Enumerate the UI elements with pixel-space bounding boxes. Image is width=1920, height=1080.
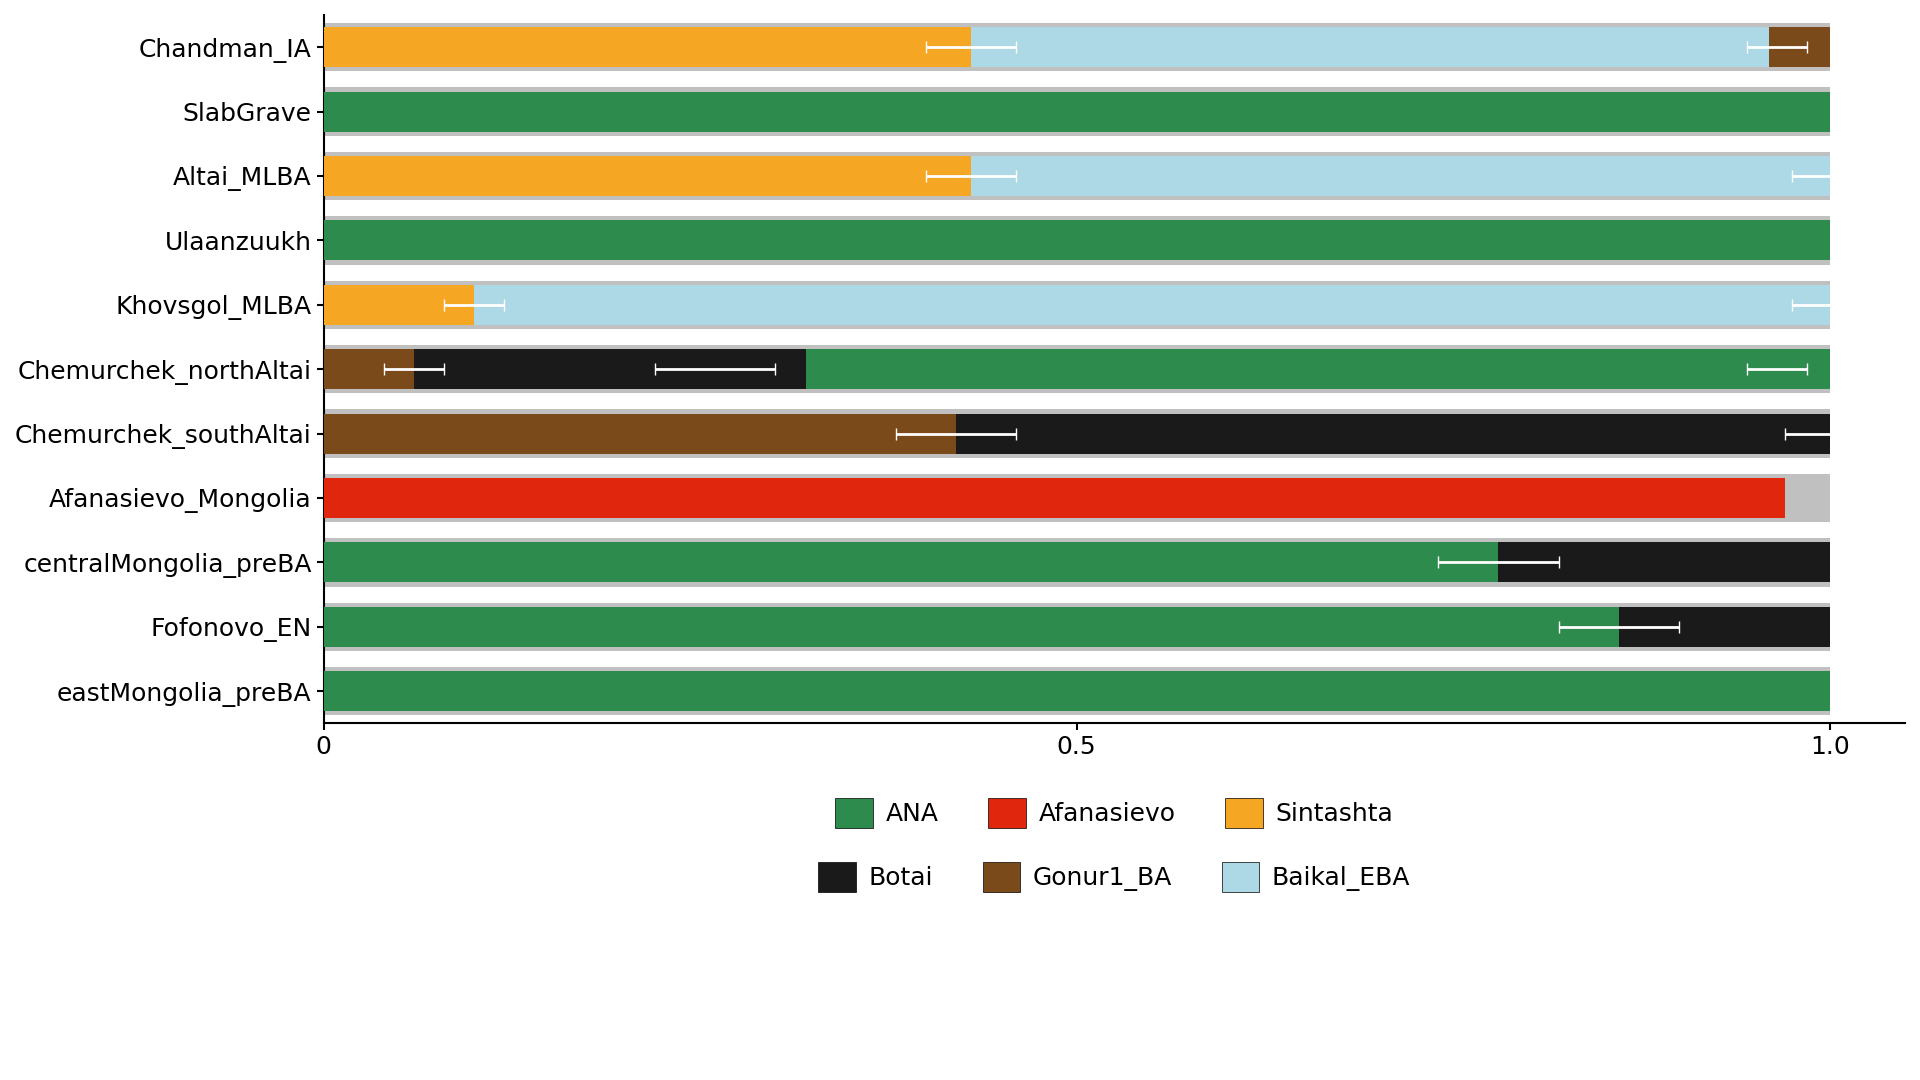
Bar bbox=[324, 409, 1830, 458]
Bar bbox=[324, 285, 474, 325]
Bar bbox=[324, 478, 1784, 518]
Bar bbox=[324, 27, 972, 67]
Bar bbox=[324, 667, 1830, 715]
Bar bbox=[972, 156, 1830, 195]
Bar bbox=[324, 349, 415, 389]
Bar bbox=[806, 349, 1830, 389]
Bar bbox=[324, 474, 1830, 522]
Bar bbox=[1619, 607, 1830, 647]
Legend: Botai, Gonur1_BA, Baikal_EBA: Botai, Gonur1_BA, Baikal_EBA bbox=[808, 852, 1421, 902]
Bar bbox=[324, 92, 1830, 132]
Bar bbox=[324, 281, 1830, 329]
Bar bbox=[1498, 542, 1830, 582]
Bar bbox=[324, 607, 1619, 647]
Bar bbox=[324, 542, 1498, 582]
Bar bbox=[324, 345, 1830, 393]
Bar bbox=[956, 414, 1830, 454]
Bar bbox=[324, 152, 1830, 200]
Bar bbox=[324, 538, 1830, 586]
Bar bbox=[324, 603, 1830, 651]
Bar bbox=[474, 285, 1830, 325]
Bar bbox=[972, 27, 1770, 67]
Bar bbox=[324, 414, 956, 454]
Bar bbox=[415, 349, 806, 389]
Bar bbox=[1770, 27, 1830, 67]
Bar bbox=[324, 23, 1830, 71]
Bar bbox=[324, 220, 1830, 260]
Bar bbox=[324, 671, 1830, 711]
Bar bbox=[324, 87, 1830, 136]
Bar bbox=[324, 156, 972, 195]
Bar bbox=[324, 216, 1830, 265]
